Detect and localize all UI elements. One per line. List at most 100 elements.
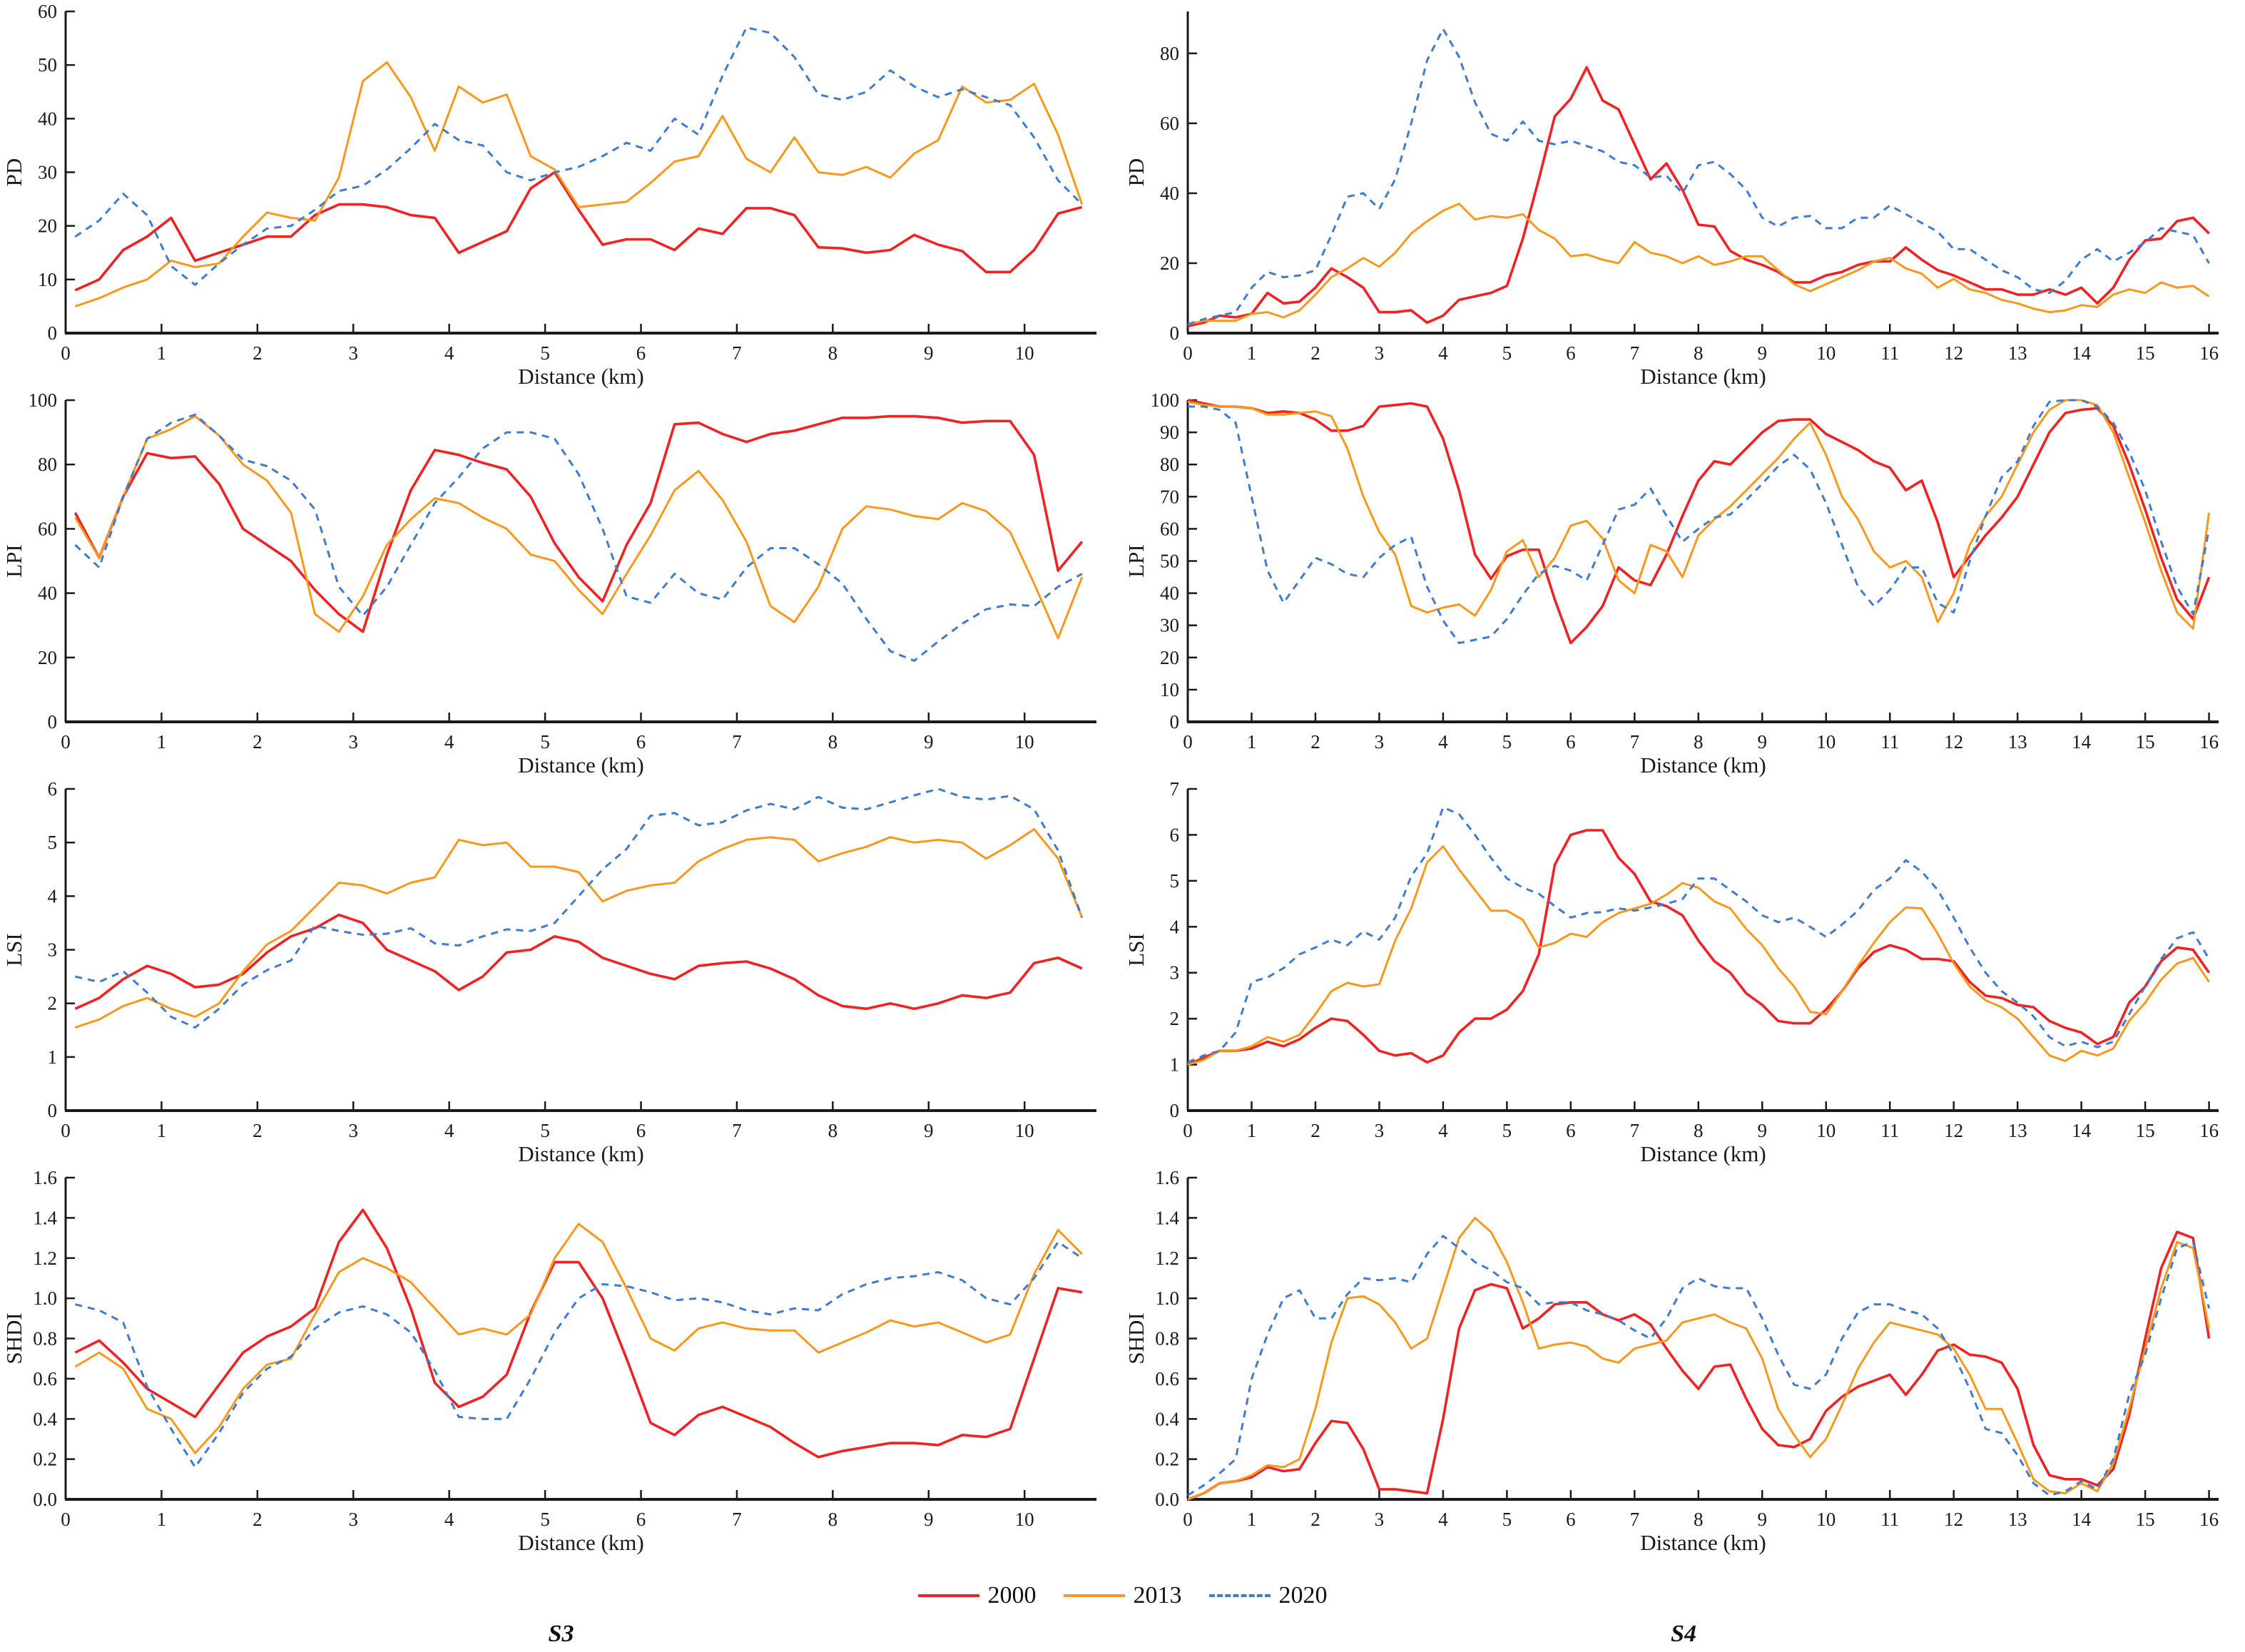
legend-line-2020-icon [1208,1594,1271,1597]
svg-text:1: 1 [157,1509,167,1530]
panel-lsi-s3: 0 1 2 3 4 5 6 0 1 2 3 4 5 6 7 8 9 10 Distance (km) LSI [0,777,1122,1166]
svg-text:6: 6 [48,778,58,800]
svg-text:1: 1 [157,1120,167,1141]
svg-text:4: 4 [1438,1120,1448,1141]
legend-line-2013-icon [1063,1594,1125,1597]
svg-text:1: 1 [1247,1509,1257,1530]
svg-text:14: 14 [2072,731,2092,753]
svg-text:0.2: 0.2 [1155,1449,1179,1470]
svg-text:15: 15 [2136,731,2155,753]
chart-shdi-s4: 0.00.20.40.60.81.01.21.41.60 1 2 3 4 5 6 7 8 9 10 1… [1124,1167,2219,1555]
svg-text:60: 60 [1160,113,1179,134]
column-label-s3: S3 [548,1621,574,1647]
svg-text:2: 2 [48,993,58,1014]
svg-text:12: 12 [1944,1120,1963,1141]
svg-text:7: 7 [732,1120,742,1141]
svg-text:1: 1 [1247,1120,1257,1141]
svg-text:5: 5 [1502,342,1512,364]
svg-text:Distance (km): Distance (km) [1640,364,1766,389]
svg-text:100: 100 [29,389,58,411]
svg-text:20: 20 [38,647,57,668]
svg-text:1: 1 [1170,1054,1180,1076]
svg-text:90: 90 [1160,422,1179,443]
svg-text:40: 40 [38,108,57,129]
svg-text:1: 1 [157,342,167,364]
svg-text:3: 3 [349,1120,359,1141]
svg-text:3: 3 [48,939,58,961]
svg-text:50: 50 [38,54,57,76]
svg-text:11: 11 [1880,1509,1899,1530]
svg-text:10: 10 [1160,679,1179,700]
svg-text:16: 16 [2199,1509,2219,1530]
svg-text:2: 2 [1170,1008,1180,1029]
chart-shdi-s3: 0.0 0.2 0.4 0.6 0.8 1.0 1.2 1.4 1.6 0 1 2 3 4 5 6 7 8 9 10 D… [1,1167,1096,1555]
svg-text:7: 7 [1630,1120,1640,1141]
svg-text:6: 6 [1566,1120,1576,1141]
svg-text:12: 12 [1944,1509,1963,1530]
svg-text:7: 7 [1630,1509,1640,1530]
svg-text:20: 20 [1160,253,1179,274]
legend-label-2020: 2020 [1278,1582,1328,1608]
chart-pd-s3: 0 10 20 30 40 50 60 0 1 2 3 4 5 6 7 8 9 10 Distance (km) PD [1,1,1096,389]
svg-text:PD: PD [1,158,26,187]
svg-text:0.6: 0.6 [33,1368,57,1390]
svg-text:1: 1 [48,1046,58,1068]
svg-text:3: 3 [349,342,359,364]
svg-text:7: 7 [1630,731,1640,753]
svg-text:70: 70 [1160,486,1179,507]
svg-text:2: 2 [1310,731,1320,753]
svg-text:6: 6 [636,1120,646,1141]
svg-text:Distance (km): Distance (km) [518,1530,643,1555]
svg-text:40: 40 [38,583,57,604]
svg-text:10: 10 [1816,731,1836,753]
panel-lpi-s4: 0 10 20 30 40 50 60 70 80 90 100 0 1 2 3 4 5 6 7 8 9 10 11 12 13… [1122,389,2245,777]
svg-text:10: 10 [1015,1120,1034,1141]
svg-text:0: 0 [61,1509,71,1530]
svg-text:80: 80 [1160,43,1179,64]
column-label-s4: S4 [1671,1621,1696,1647]
svg-text:8: 8 [1694,731,1704,753]
svg-text:4: 4 [1438,342,1448,364]
svg-text:7: 7 [1170,778,1180,800]
svg-text:2: 2 [1310,342,1320,364]
svg-text:13: 13 [2008,1120,2027,1141]
svg-text:0.0: 0.0 [33,1489,57,1510]
svg-text:0: 0 [1183,731,1193,753]
svg-text:0.6: 0.6 [1155,1368,1179,1390]
svg-text:LPI: LPI [1,544,26,578]
svg-text:8: 8 [828,342,838,364]
svg-text:3: 3 [349,731,359,753]
svg-text:3: 3 [1375,731,1385,753]
legend-line-2000-icon [917,1594,979,1597]
svg-text:40: 40 [1160,583,1179,604]
svg-text:100: 100 [1151,389,1180,411]
svg-text:6: 6 [1566,342,1576,364]
svg-text:80: 80 [1160,454,1179,475]
svg-text:1.4: 1.4 [33,1207,57,1228]
svg-text:LSI: LSI [1,933,26,967]
svg-text:20: 20 [38,215,57,237]
svg-text:1.0: 1.0 [33,1288,57,1309]
svg-text:LPI: LPI [1124,544,1149,578]
legend: 2000 2013 2020 [0,1582,2245,1609]
svg-text:1.2: 1.2 [33,1248,57,1269]
svg-text:6: 6 [1566,731,1576,753]
svg-text:4: 4 [1438,731,1448,753]
svg-text:5: 5 [1170,870,1180,892]
svg-text:10: 10 [38,269,57,290]
svg-text:0: 0 [1183,342,1193,364]
svg-text:15: 15 [2136,1120,2155,1141]
svg-text:8: 8 [1694,1120,1704,1141]
svg-text:0.4: 0.4 [1155,1408,1179,1429]
svg-text:60: 60 [38,518,57,539]
svg-text:6: 6 [636,731,646,753]
svg-text:0: 0 [1170,1100,1180,1121]
svg-text:3: 3 [1170,962,1180,984]
svg-text:15: 15 [2136,1509,2155,1530]
svg-text:0.8: 0.8 [33,1328,57,1350]
svg-text:8: 8 [828,1120,838,1141]
svg-text:6: 6 [636,342,646,364]
svg-text:2: 2 [253,1509,263,1530]
